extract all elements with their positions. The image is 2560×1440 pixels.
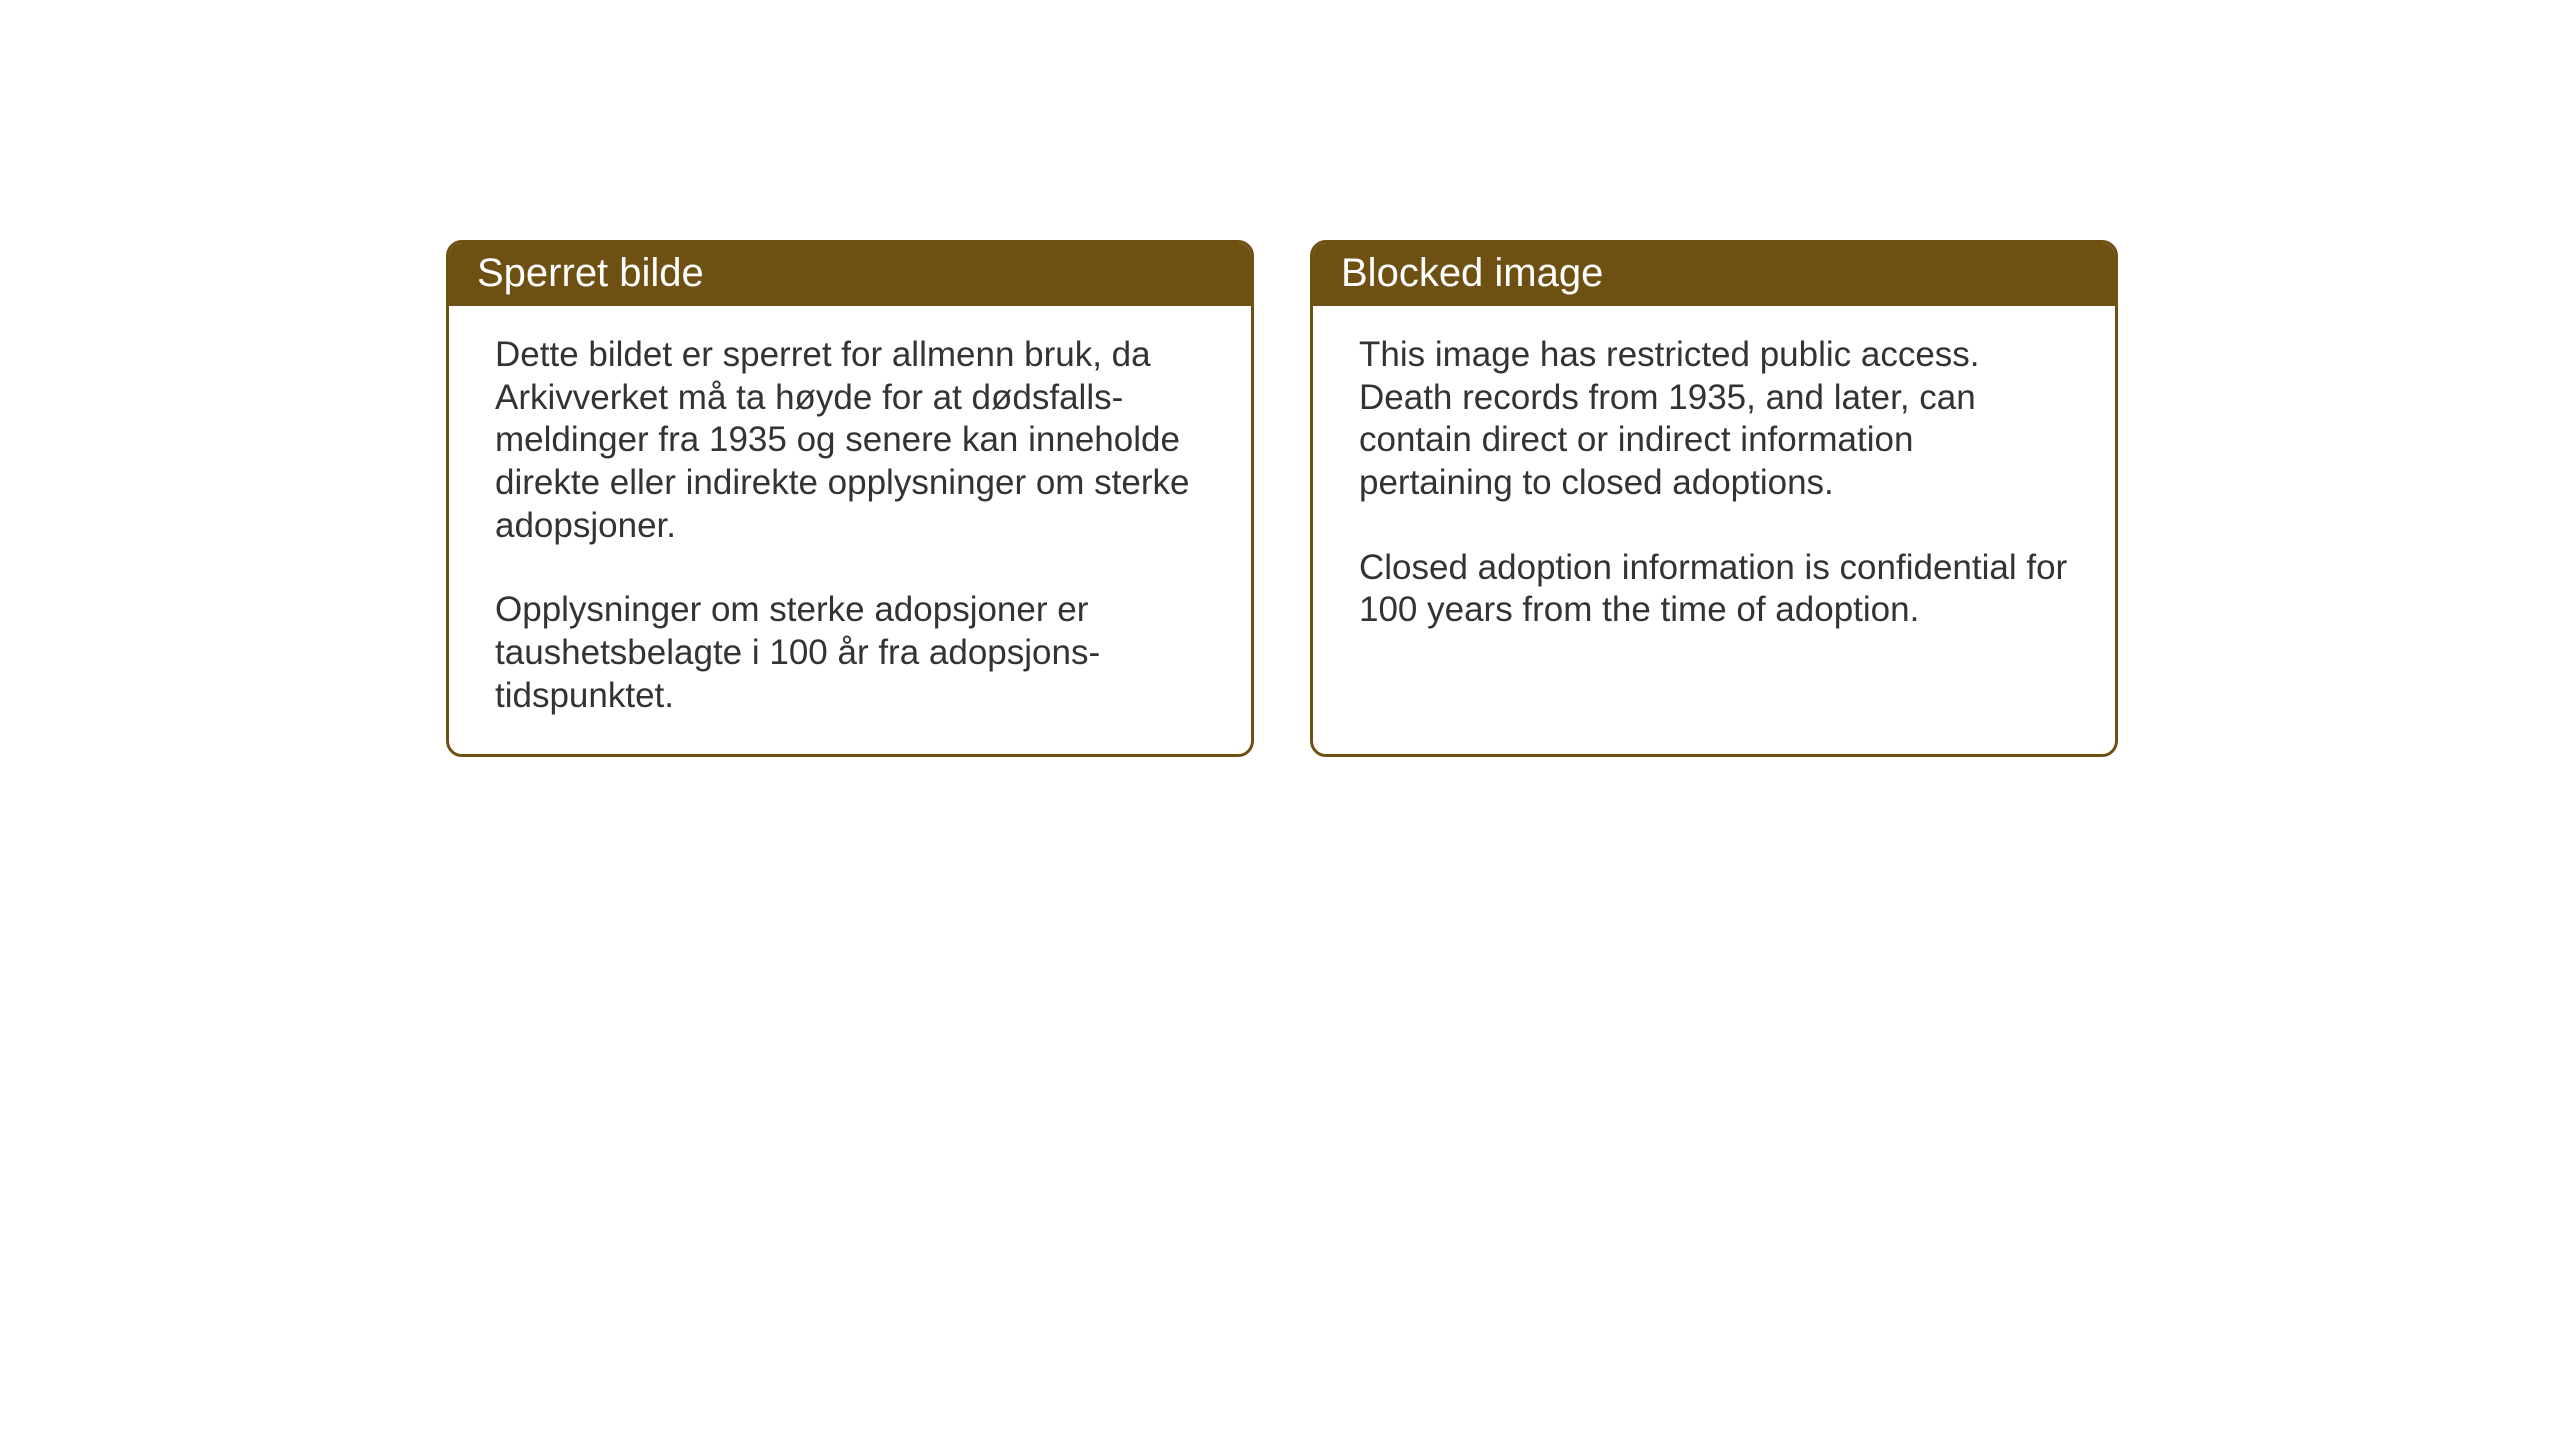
notice-title-english: Blocked image — [1341, 251, 1603, 295]
notice-header-norwegian: Sperret bilde — [449, 243, 1251, 306]
notice-title-norwegian: Sperret bilde — [477, 251, 704, 295]
notice-paragraph-2-norwegian: Opplysninger om sterke adopsjoner er tau… — [495, 589, 1211, 717]
notice-card-norwegian: Sperret bilde Dette bildet er sperret fo… — [446, 240, 1254, 757]
notice-card-english: Blocked image This image has restricted … — [1310, 240, 2118, 757]
notice-paragraph-1-norwegian: Dette bildet er sperret for allmenn bruk… — [495, 334, 1211, 547]
notice-header-english: Blocked image — [1313, 243, 2115, 306]
notice-paragraph-2-english: Closed adoption information is confident… — [1359, 547, 2075, 632]
notice-body-norwegian: Dette bildet er sperret for allmenn bruk… — [449, 306, 1251, 754]
notice-container: Sperret bilde Dette bildet er sperret fo… — [446, 240, 2118, 757]
notice-paragraph-1-english: This image has restricted public access.… — [1359, 334, 2075, 505]
notice-body-english: This image has restricted public access.… — [1313, 306, 2115, 750]
